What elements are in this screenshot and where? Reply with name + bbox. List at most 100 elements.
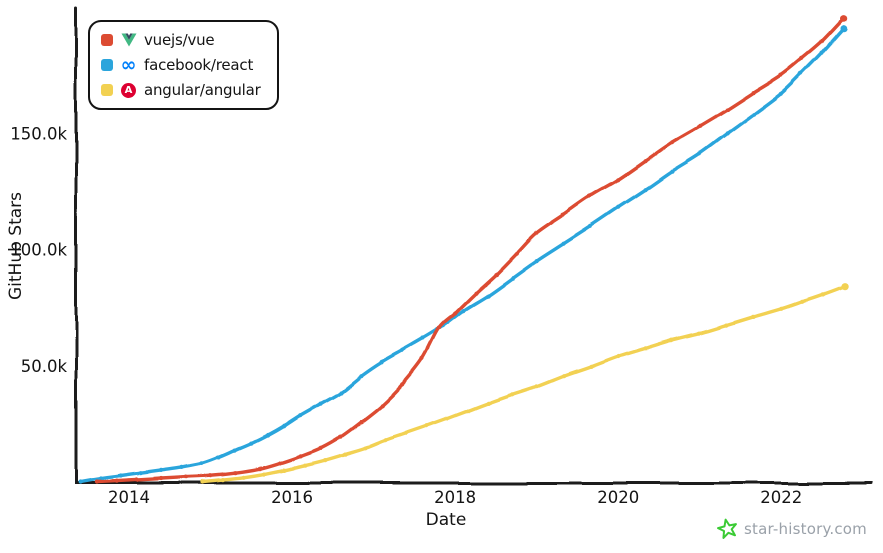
star-icon — [717, 518, 738, 539]
data-point-vuejs-vue — [159, 476, 164, 481]
data-point-vuejs-vue — [588, 194, 593, 199]
data-point-angular-angular — [820, 292, 825, 297]
data-point-angular-angular — [588, 364, 593, 369]
data-point-vuejs-vue — [338, 434, 344, 439]
vue-color-swatch — [101, 34, 113, 46]
angular-logo-icon: A — [120, 82, 137, 99]
y-tick-label: 150.0k — [10, 124, 67, 143]
data-point-vuejs-vue — [298, 454, 303, 459]
data-point-vuejs-vue — [277, 461, 282, 466]
x-tick-label: 2020 — [597, 488, 639, 507]
data-point-angular-angular — [751, 314, 756, 319]
data-point-vuejs-vue — [436, 326, 441, 331]
angular-color-swatch — [101, 84, 113, 96]
axis-line — [74, 6, 874, 485]
data-point-angular-angular — [799, 299, 804, 304]
data-point-vuejs-vue — [318, 446, 323, 451]
x-tick-label: 2022 — [760, 488, 802, 507]
meta-infinity-icon: ∞ — [120, 54, 137, 76]
data-point-vuejs-vue — [257, 467, 262, 472]
data-point-angular-angular — [561, 374, 566, 379]
data-point-vuejs-vue — [751, 90, 756, 95]
data-point-angular-angular — [322, 458, 327, 463]
data-point-facebook-react — [78, 479, 83, 485]
series-line-vuejs-vue — [94, 16, 846, 484]
x-tick-label: 2016 — [271, 488, 313, 507]
data-point-angular-angular — [510, 392, 515, 397]
data-point-angular-angular — [363, 446, 368, 451]
y-tick-label: 50.0k — [21, 357, 68, 376]
data-point-facebook-react — [249, 441, 254, 446]
series-angular-angular — [200, 283, 848, 485]
vue-logo-icon — [120, 32, 137, 49]
data-point-facebook-react — [561, 241, 566, 246]
series-vuejs-vue — [94, 14, 848, 485]
data-point-vuejs-vue — [473, 291, 478, 296]
data-point-angular-angular — [669, 338, 675, 343]
data-point-facebook-react — [265, 433, 270, 438]
legend-label-angular: angular/angular — [144, 81, 261, 99]
data-point-vuejs-vue — [643, 159, 648, 164]
data-point-angular-angular — [534, 384, 539, 389]
data-point-facebook-react — [379, 360, 384, 365]
data-point-vuejs-vue — [669, 140, 675, 145]
data-point-facebook-react — [840, 25, 848, 33]
data-point-vuejs-vue — [799, 56, 804, 62]
legend-item-react: ∞ facebook/react — [101, 54, 261, 76]
data-point-angular-angular — [404, 431, 409, 436]
data-point-angular-angular — [343, 452, 348, 457]
x-tick-label: 2014 — [108, 488, 150, 507]
data-point-facebook-react — [420, 336, 425, 342]
data-point-angular-angular — [444, 416, 450, 421]
data-point-angular-angular — [465, 409, 470, 414]
data-point-vuejs-vue — [359, 419, 364, 424]
data-point-vuejs-vue — [724, 107, 729, 113]
data-point-angular-angular — [779, 306, 784, 311]
data-point-angular-angular — [241, 475, 246, 480]
data-point-facebook-react — [298, 413, 303, 418]
data-point-angular-angular — [200, 479, 205, 485]
data-point-vuejs-vue — [616, 177, 621, 182]
data-point-vuejs-vue — [208, 473, 213, 478]
data-point-facebook-react — [820, 51, 825, 56]
data-point-angular-angular — [697, 331, 702, 336]
data-point-vuejs-vue — [420, 356, 425, 361]
y-axis-title: GitHub Stars — [6, 192, 26, 300]
data-point-vuejs-vue — [840, 14, 848, 22]
star-history-watermark-link[interactable]: star-history.com — [717, 518, 867, 539]
data-point-angular-angular — [220, 478, 225, 483]
data-point-facebook-react — [799, 71, 804, 77]
data-point-vuejs-vue — [400, 382, 405, 387]
data-point-vuejs-vue — [114, 479, 119, 484]
chart-legend: vuejs/vue ∞ facebook/react A angular/ang… — [88, 20, 279, 110]
x-tick-label: 2018 — [434, 488, 476, 507]
data-point-angular-angular — [424, 424, 429, 429]
data-point-angular-angular — [840, 283, 848, 291]
data-point-angular-angular — [383, 438, 388, 443]
data-point-facebook-react — [534, 259, 539, 264]
legend-label-vue: vuejs/vue — [144, 31, 215, 49]
data-point-angular-angular — [281, 468, 286, 473]
data-point-vuejs-vue — [94, 479, 99, 485]
data-point-facebook-react — [359, 374, 364, 379]
data-point-facebook-react — [98, 476, 103, 481]
data-point-facebook-react — [697, 152, 702, 157]
y-tick-label: 100.0k — [10, 241, 67, 260]
legend-label-react: facebook/react — [144, 56, 254, 74]
data-point-angular-angular — [302, 463, 307, 468]
data-point-facebook-react — [318, 402, 323, 407]
data-point-facebook-react — [588, 224, 593, 229]
data-point-facebook-react — [159, 468, 164, 473]
data-point-vuejs-vue — [514, 252, 519, 257]
data-point-vuejs-vue — [453, 311, 458, 316]
data-point-vuejs-vue — [232, 471, 238, 476]
data-point-facebook-react — [751, 112, 756, 117]
data-point-facebook-react — [510, 276, 515, 281]
data-point-facebook-react — [216, 455, 221, 460]
data-point-angular-angular — [643, 346, 648, 351]
data-point-facebook-react — [724, 132, 729, 137]
data-point-facebook-react — [232, 448, 238, 453]
data-point-vuejs-vue — [534, 231, 539, 236]
